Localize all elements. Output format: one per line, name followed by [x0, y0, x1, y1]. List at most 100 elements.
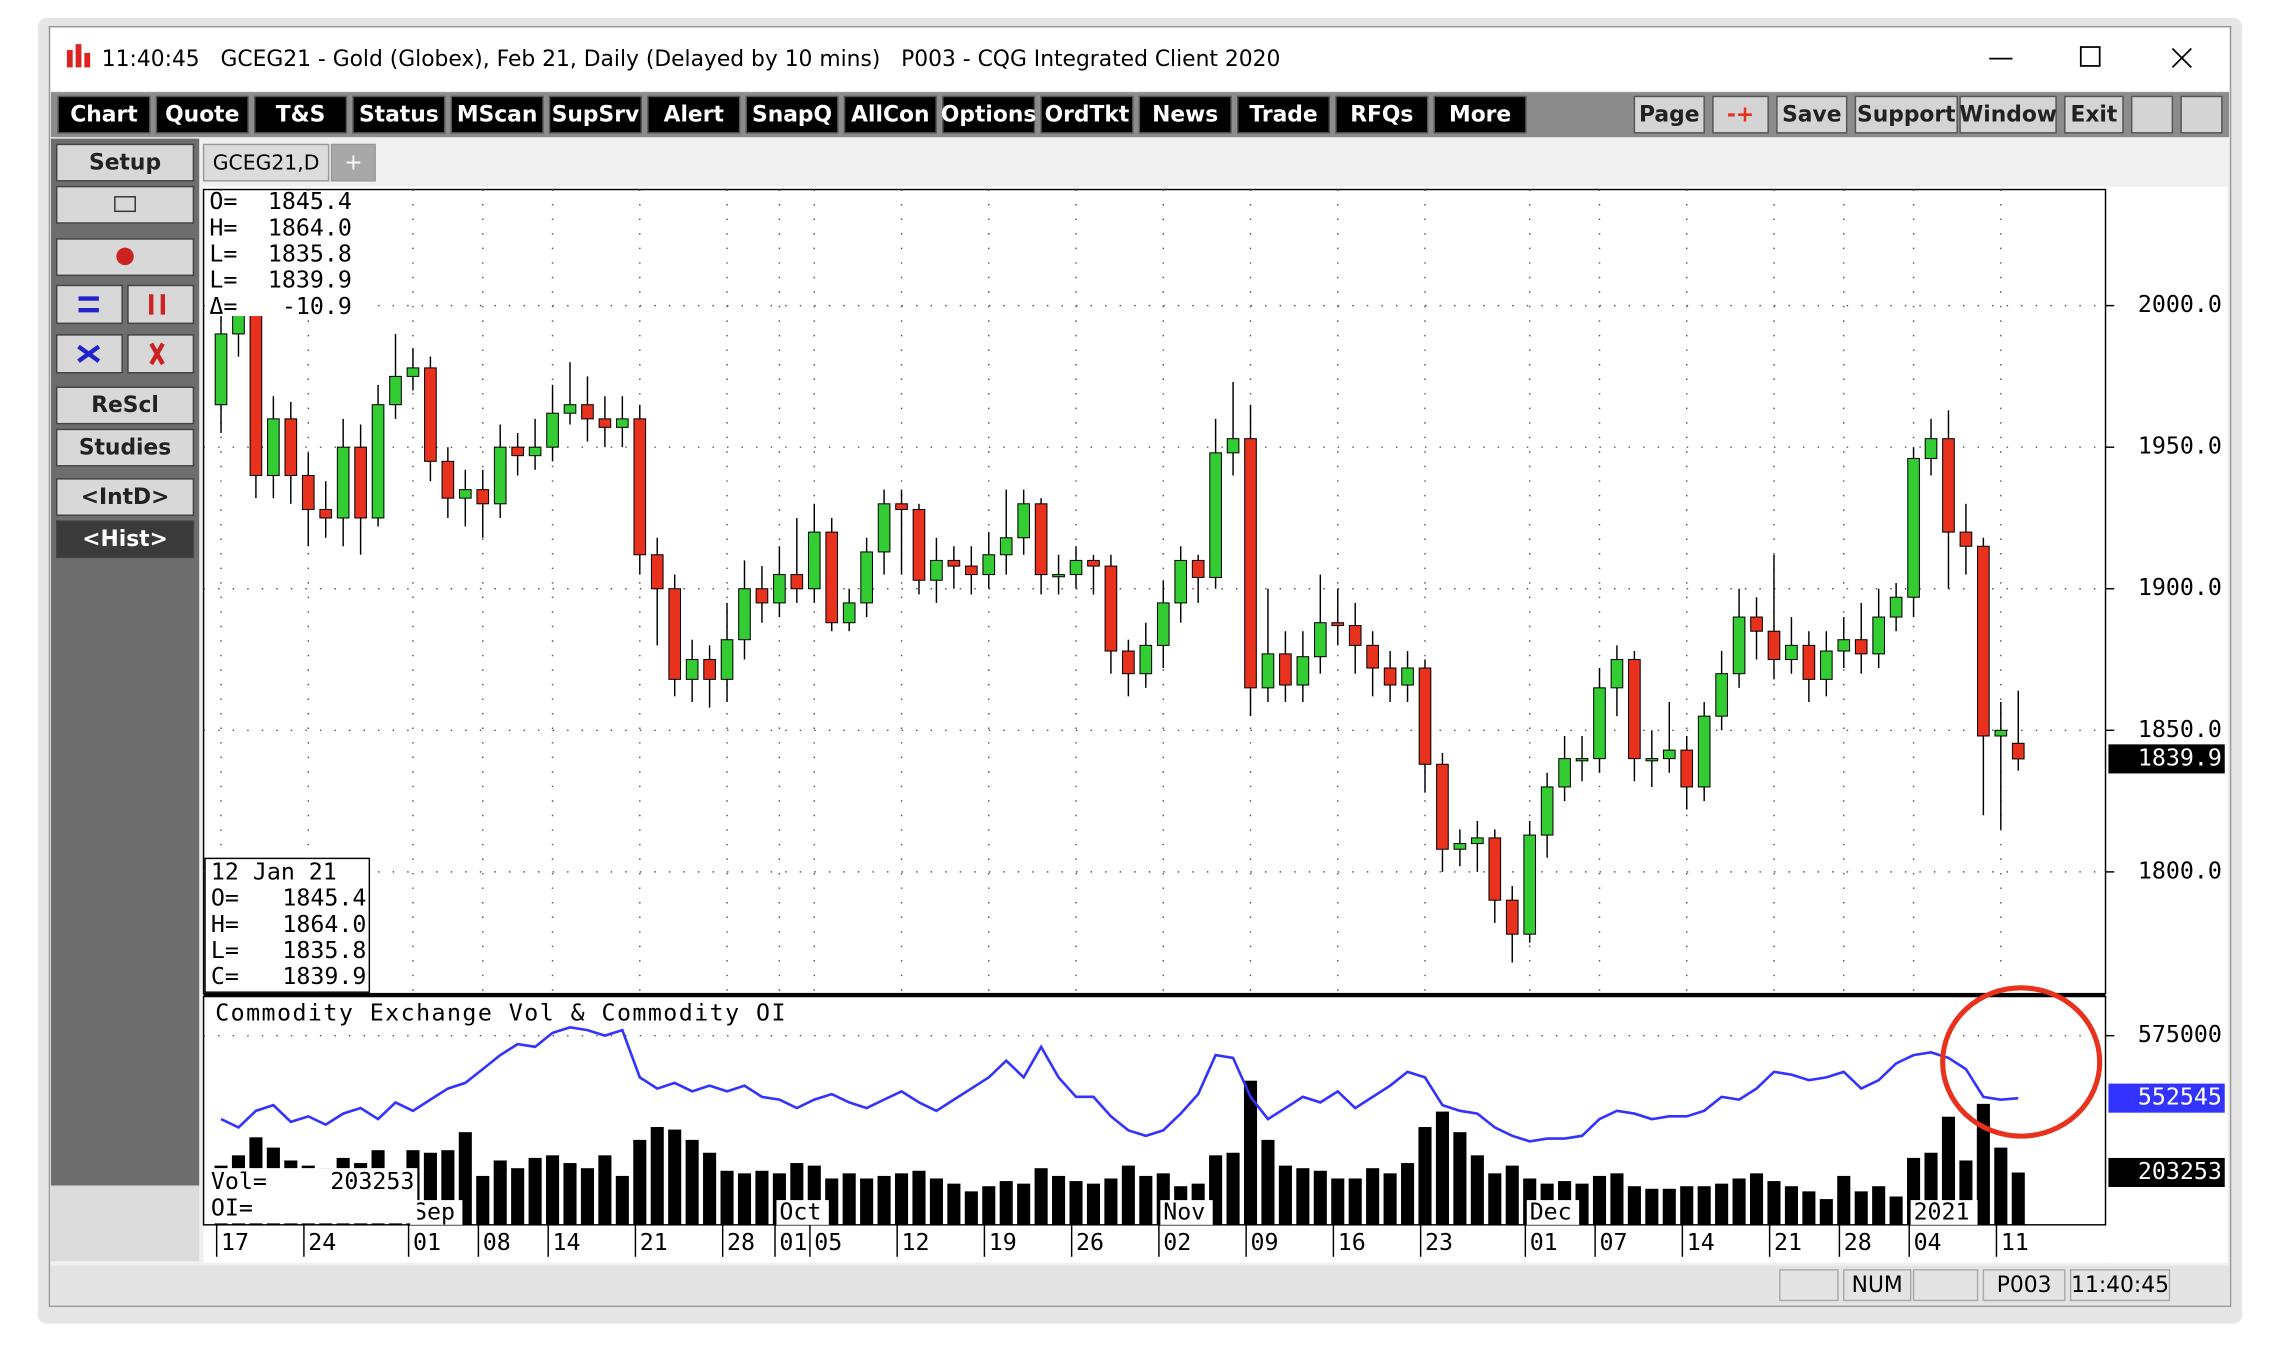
toolbar-button[interactable] — [1433, 95, 1527, 134]
volume-bar — [1994, 1147, 2008, 1225]
toolbar-button[interactable] — [1854, 95, 1958, 134]
volume-bar — [1366, 1168, 1380, 1225]
scroll-v-icon — [149, 294, 166, 315]
info-label: L= — [209, 267, 237, 294]
toolbar-button[interactable] — [1335, 95, 1429, 134]
candle-body — [1209, 452, 1222, 578]
volume-bar — [1488, 1173, 1502, 1225]
vol-info-value: 203253 — [330, 1168, 414, 1195]
candle-body — [214, 333, 228, 406]
volume-bar — [598, 1155, 612, 1225]
toolbar-button-label: Trade — [1249, 102, 1317, 127]
volume-bar — [1121, 1165, 1135, 1225]
month-label: Dec — [1530, 1199, 1572, 1226]
candle-body — [1575, 758, 1589, 762]
toolbar-button[interactable] — [352, 95, 446, 134]
candle-body — [1977, 545, 1990, 737]
toolbar-icon-button[interactable] — [2180, 95, 2223, 134]
info-label: O= — [209, 188, 237, 215]
toolbar-button-label: Save — [1782, 102, 1841, 127]
x-tick-label: 08 — [483, 1229, 511, 1256]
candle-body — [1505, 899, 1519, 935]
volume-bar — [1627, 1186, 1641, 1225]
oi-info-label: OI= — [211, 1194, 253, 1221]
zoom-v-button[interactable] — [127, 334, 195, 374]
volume-bar — [1017, 1183, 1031, 1225]
info-value: -10.9 — [282, 293, 352, 320]
toolbar-button[interactable] — [155, 95, 249, 134]
candle-body — [738, 588, 751, 641]
status-field — [1843, 1269, 1912, 1302]
status-field — [1779, 1269, 1839, 1302]
candle-body — [1331, 622, 1345, 627]
candle-body — [267, 418, 280, 476]
x-tick-label: 24 — [308, 1229, 336, 1256]
candle-body — [1907, 457, 1920, 598]
status-text: P003 — [1997, 1273, 2052, 1298]
volume-bar — [1680, 1186, 1694, 1225]
scroll-h-icon — [78, 296, 99, 313]
toolbar-button-label: SupSrv — [552, 102, 639, 127]
toolbar-button[interactable] — [1712, 95, 1769, 134]
close[interactable] — [2171, 47, 2192, 68]
toolbar-button[interactable] — [1040, 95, 1134, 134]
toolbar-button[interactable] — [647, 95, 741, 134]
sidebar-button[interactable] — [55, 520, 195, 559]
toolbar-button[interactable] — [57, 95, 151, 134]
toolbar-button[interactable] — [1138, 95, 1232, 134]
tab[interactable] — [202, 143, 330, 182]
scroll-h-button[interactable] — [55, 284, 123, 325]
candle-body — [1942, 438, 1955, 533]
toolbar-button[interactable] — [1236, 95, 1331, 134]
sidebar-button-label: Setup — [89, 150, 161, 175]
info-label: O= — [211, 885, 239, 912]
candle-body — [424, 367, 437, 462]
volume-bar — [1941, 1116, 1956, 1225]
candle-body — [1889, 596, 1903, 618]
zoom-h-icon — [77, 344, 101, 363]
toolbar-button[interactable] — [2064, 95, 2124, 134]
candle-body — [1785, 644, 1798, 661]
volume-bar — [546, 1155, 560, 1225]
print-button[interactable] — [55, 185, 195, 224]
app-icon — [66, 44, 91, 68]
volume-bar — [685, 1139, 699, 1225]
toolbar-button[interactable] — [745, 95, 839, 134]
toolbar-button[interactable] — [942, 95, 1036, 134]
sidebar-button[interactable] — [55, 478, 195, 516]
sidebar-button[interactable] — [55, 428, 195, 467]
candle-body — [493, 446, 507, 505]
toolbar-button[interactable] — [450, 95, 544, 134]
sidebar-button[interactable] — [55, 386, 195, 425]
volume-bar — [1278, 1165, 1292, 1225]
volume-bar — [476, 1175, 490, 1225]
volume-bar — [1243, 1080, 1258, 1225]
toolbar-button[interactable] — [254, 95, 348, 134]
toolbar-icon-button[interactable] — [2130, 95, 2174, 134]
volume-bar — [1592, 1175, 1607, 1225]
y2-tick-label: 575000 — [2138, 1021, 2222, 1048]
candle-body — [1348, 625, 1362, 646]
volume-bar — [528, 1157, 542, 1225]
zoom-v-icon — [149, 342, 165, 366]
toolbar-button[interactable] — [1633, 95, 1705, 134]
status-field — [1912, 1269, 1979, 1302]
x-tick-label: 28 — [727, 1229, 755, 1256]
info-value: 1835.8 — [268, 240, 352, 267]
volume-bar — [1104, 1178, 1118, 1225]
month-label-bg — [776, 1200, 829, 1225]
toolbar-button[interactable] — [548, 95, 642, 134]
toolbar-button[interactable] — [1959, 95, 2057, 134]
toolbar-button[interactable] — [843, 95, 937, 134]
candles — [214, 282, 2025, 963]
sidebar-button[interactable] — [55, 143, 195, 182]
candle-body — [1244, 438, 1257, 689]
toolbar-button[interactable] — [1776, 95, 1848, 134]
candle-body — [1959, 531, 1973, 547]
maximize[interactable] — [2079, 46, 2101, 67]
info-value: 1839.9 — [282, 963, 366, 990]
volume-bar — [1819, 1199, 1833, 1225]
tab-add[interactable] — [330, 143, 376, 182]
volume-bar — [1034, 1168, 1048, 1225]
candle-body — [650, 554, 664, 590]
